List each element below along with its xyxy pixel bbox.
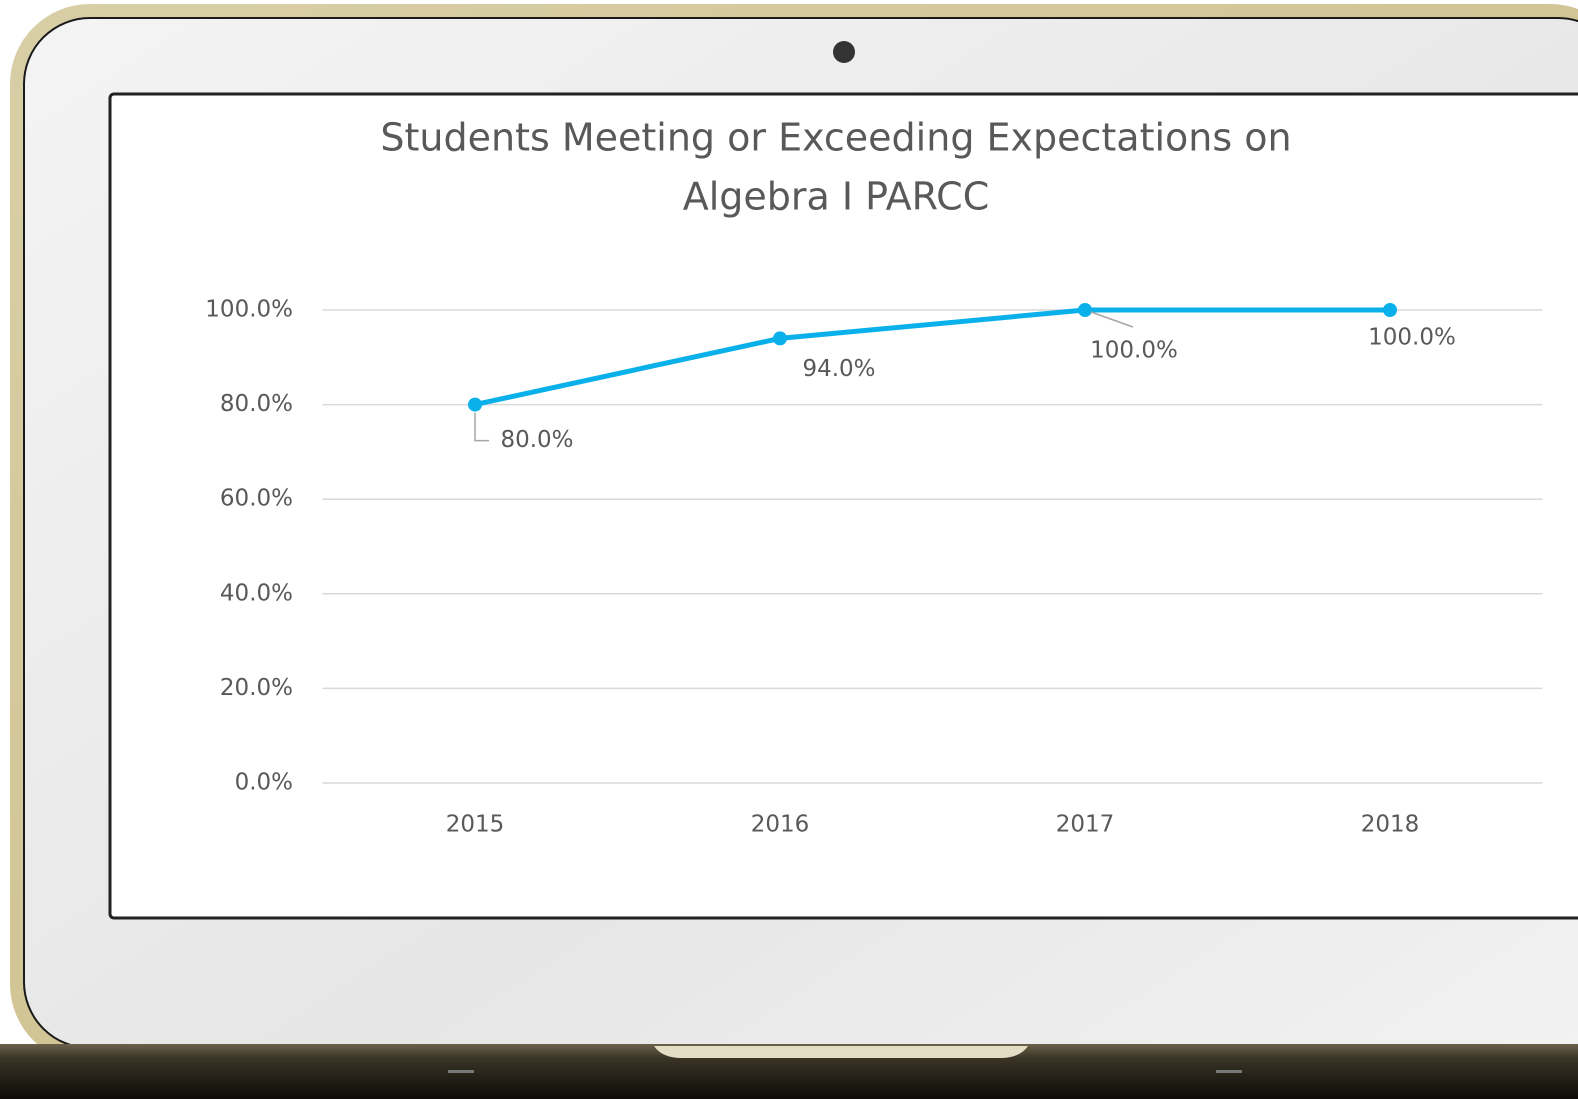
y-tick-label: 0.0% (235, 770, 293, 796)
laptop-foot (1216, 1070, 1242, 1073)
y-tick-label: 40.0% (220, 580, 293, 606)
laptop-notch (654, 1046, 1028, 1058)
data-point (773, 331, 787, 345)
data-label: 100.0% (1090, 338, 1178, 364)
data-label: 80.0% (500, 427, 573, 453)
x-tick-label: 2017 (1056, 812, 1115, 838)
laptop-foot (448, 1070, 474, 1073)
chart-title: Students Meeting or Exceeding Expectatio… (380, 116, 1291, 160)
y-tick-label: 60.0% (220, 486, 293, 512)
chart-title: Algebra I PARCC (683, 175, 990, 219)
data-point (1078, 303, 1092, 317)
data-point (468, 398, 482, 412)
data-point (1383, 303, 1397, 317)
y-tick-label: 100.0% (205, 297, 293, 323)
y-tick-label: 20.0% (220, 675, 293, 701)
camera (833, 41, 855, 63)
page: {"chart_data": {"type": "line", "title":… (0, 0, 1578, 1099)
x-tick-label: 2018 (1361, 812, 1420, 838)
laptop-scene: Students Meeting or Exceeding Expectatio… (0, 0, 1578, 1099)
x-tick-label: 2015 (446, 812, 505, 838)
data-label: 100.0% (1368, 325, 1456, 351)
data-label: 94.0% (802, 356, 875, 382)
x-tick-label: 2016 (751, 812, 810, 838)
y-tick-label: 80.0% (220, 391, 293, 417)
